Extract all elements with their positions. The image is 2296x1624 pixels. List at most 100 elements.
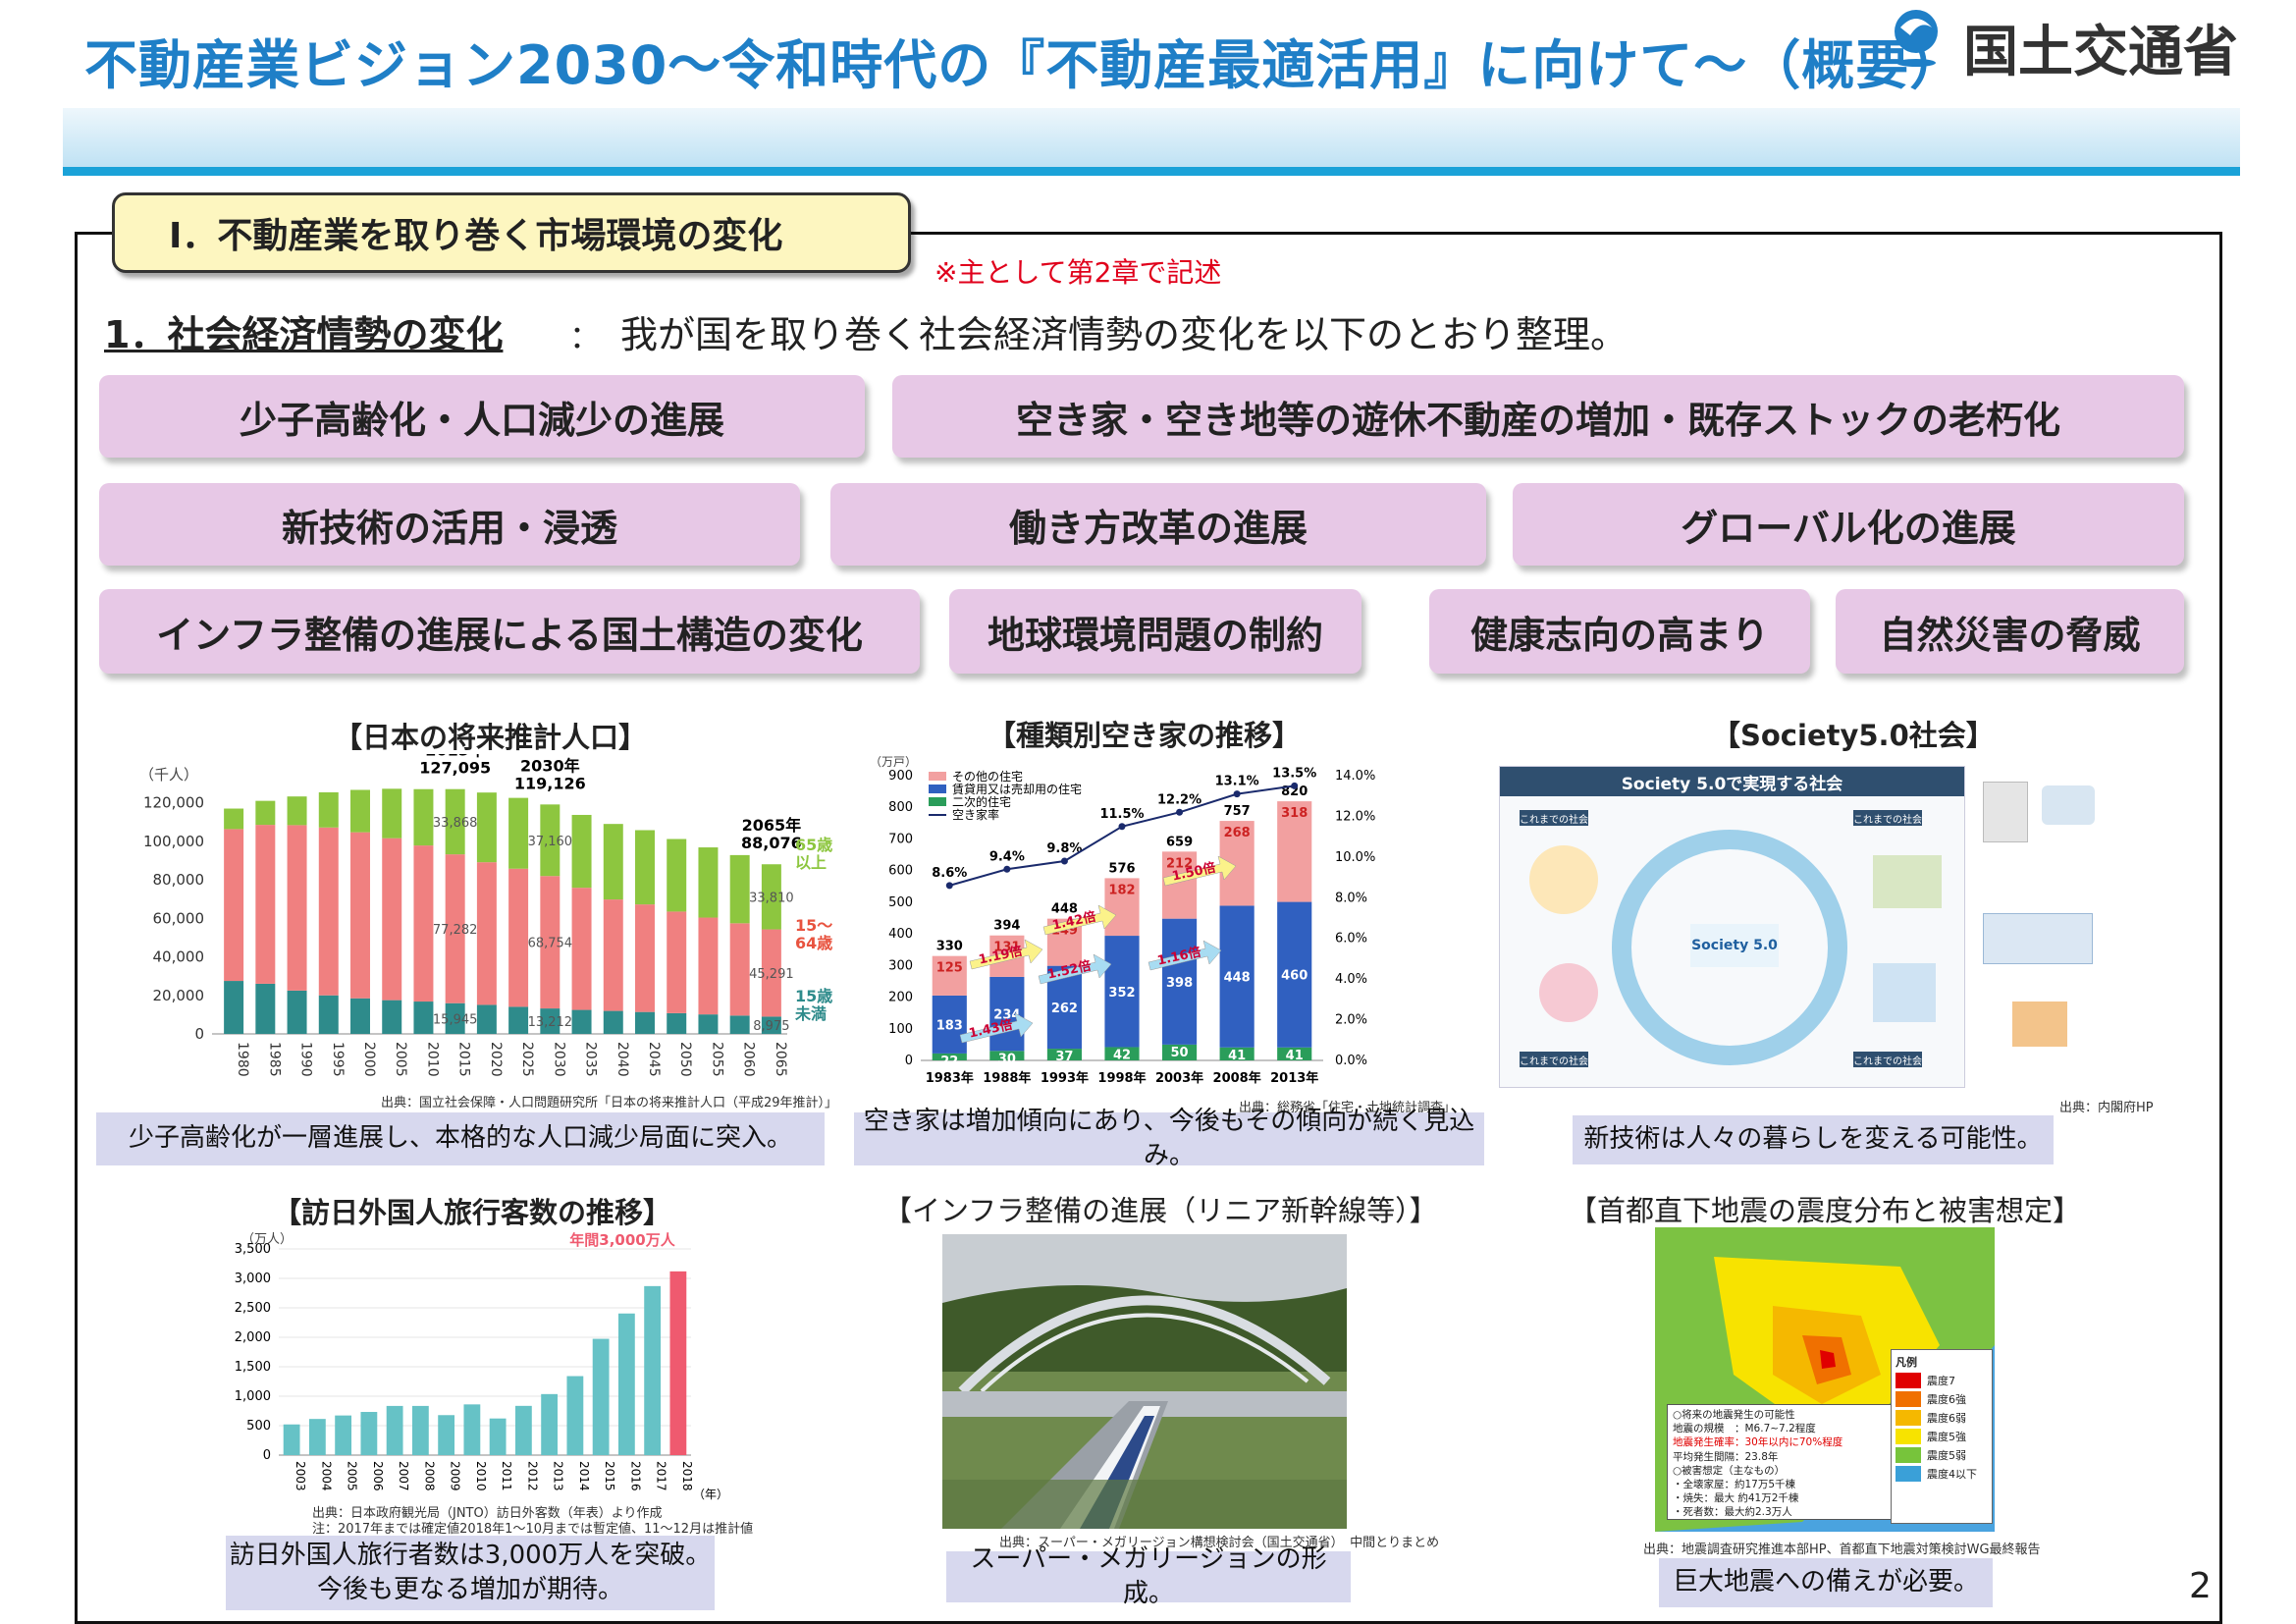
population-legend-item: 15歳 bbox=[795, 987, 832, 1005]
akiya-bar-segment bbox=[1219, 1047, 1255, 1060]
akiya-rate-label: 8.6% bbox=[932, 866, 967, 881]
sub-heading: 1．社会経済情勢の変化 bbox=[104, 313, 504, 356]
population-inner-label: 33,810 bbox=[749, 891, 794, 905]
akiya-ytick: 500 bbox=[888, 895, 913, 910]
quake-source: 出典：地震調査研究推進本部HP、首都直下地震対策検討WG最終報告 bbox=[1643, 1543, 2041, 1557]
akiya-bar-label: 262 bbox=[1051, 1001, 1078, 1016]
quake-legend-item: 震度4以下 bbox=[1896, 1466, 1988, 1482]
population-bar-segment bbox=[413, 1001, 434, 1034]
population-xtick: 2040 bbox=[614, 1042, 630, 1077]
population-bar-segment bbox=[255, 800, 276, 826]
population-annotation-value: 119,126 bbox=[514, 774, 586, 792]
akiya-bar-segment bbox=[932, 955, 967, 996]
maglev-photo bbox=[942, 1234, 1347, 1529]
quake-legend-item: 震度7 bbox=[1896, 1373, 1988, 1388]
akiya-ytick: 900 bbox=[888, 769, 913, 784]
quake-legend-swatch bbox=[1896, 1373, 1921, 1388]
society-center-label: Society 5.0 bbox=[1690, 924, 1779, 967]
akiya-bar-segment bbox=[1277, 901, 1312, 1048]
akiya-legend-label: 賃貸用又は売却用の住宅 bbox=[952, 782, 1082, 796]
akiya-growth-arrow bbox=[959, 1012, 1034, 1044]
header-band bbox=[63, 108, 2240, 167]
population-bar-segment bbox=[413, 845, 434, 1002]
akiya-bar-label: 125 bbox=[936, 961, 963, 976]
population-source: 出典：国立社会保障・人口問題研究所「日本の将来推計人口（平成29年推計）」 bbox=[381, 1096, 838, 1110]
akiya-xtick: 1993年 bbox=[1041, 1070, 1089, 1086]
population-xtick: 2005 bbox=[393, 1042, 408, 1077]
akiya-bar-segment bbox=[1104, 1047, 1140, 1060]
topic-environment: 地球環境問題の制約 bbox=[949, 589, 1362, 674]
infra-caption: スーパー・メガリージョンの形成。 bbox=[946, 1544, 1351, 1608]
population-xtick: 2000 bbox=[361, 1042, 377, 1077]
akiya-bar-label: 318 bbox=[1281, 806, 1308, 821]
akiya-chart-title: 【種類別空き家の推移】 bbox=[988, 719, 1302, 752]
population-bar-segment bbox=[476, 862, 497, 1005]
topic-global: グローバル化の進展 bbox=[1513, 483, 2184, 566]
population-bar-segment bbox=[224, 829, 244, 982]
tourism-ytick: 3,500 bbox=[235, 1242, 271, 1257]
quake-info-line: ・焼失：最大 約41万2千棟 bbox=[1673, 1492, 1799, 1505]
population-xtick: 2060 bbox=[741, 1042, 757, 1077]
akiya-bar-label: 268 bbox=[1224, 826, 1251, 840]
population-bar-segment bbox=[761, 929, 781, 1017]
quake-legend-item: 震度5弱 bbox=[1896, 1447, 1988, 1463]
akiya-total-label: 576 bbox=[1108, 861, 1135, 876]
sub-separator: ： bbox=[569, 318, 602, 355]
population-bar-segment bbox=[667, 839, 687, 912]
tourism-bar bbox=[438, 1415, 455, 1455]
population-bar-segment bbox=[635, 904, 655, 1012]
population-inner-label: 8,975 bbox=[753, 1019, 789, 1034]
akiya-y2tick: 10.0% bbox=[1335, 850, 1375, 865]
akiya-ytick: 0 bbox=[905, 1054, 913, 1068]
tourism-ytick: 3,000 bbox=[235, 1272, 271, 1286]
population-xtick: 2020 bbox=[488, 1042, 504, 1077]
tourism-chart-title: 【訪日外国人旅行客数の推移】 bbox=[273, 1196, 672, 1229]
tourism-xtick: 2016 bbox=[628, 1461, 642, 1491]
population-bar-segment bbox=[350, 998, 370, 1034]
akiya-rate-label: 13.1% bbox=[1215, 775, 1259, 789]
society-diagram: Society 5.0で実現する社会 Society 5.0 これまでの社会 こ… bbox=[1499, 766, 1965, 1088]
population-bar-segment bbox=[729, 923, 750, 1016]
population-xtick: 1990 bbox=[298, 1042, 314, 1077]
population-bar-segment bbox=[255, 825, 276, 984]
society-person-illustration bbox=[1529, 845, 1598, 914]
tourism-xtick: 2017 bbox=[655, 1461, 668, 1491]
population-bar-segment bbox=[224, 808, 244, 830]
tourism-annotation: 年間3,000万人 bbox=[569, 1231, 675, 1249]
akiya-bar-segment bbox=[1277, 801, 1312, 902]
akiya-growth-arrow bbox=[1038, 953, 1112, 985]
population-bar-segment bbox=[350, 832, 370, 999]
population-annotation-label: 2030年 bbox=[520, 756, 580, 775]
topic-workstyle: 働き方改革の進展 bbox=[830, 483, 1486, 566]
tourism-bar bbox=[360, 1412, 378, 1455]
topic-aging: 少子高齢化・人口減少の進展 bbox=[99, 375, 865, 458]
akiya-bar-segment bbox=[1219, 905, 1255, 1048]
akiya-rate-label: 12.2% bbox=[1157, 792, 1201, 807]
akiya-legend-label: その他の住宅 bbox=[952, 769, 1023, 784]
population-legend-item: 15～ bbox=[795, 916, 832, 935]
topic-disaster: 自然災害の脅威 bbox=[1836, 589, 2184, 674]
population-xtick: 2055 bbox=[709, 1042, 724, 1077]
tourism-x-suffix: （年） bbox=[693, 1488, 728, 1501]
akiya-legend-swatch bbox=[929, 785, 946, 793]
population-bar-segment bbox=[667, 1012, 687, 1034]
akiya-bar-label: 30 bbox=[998, 1052, 1016, 1066]
tourism-xtick: 2009 bbox=[449, 1461, 462, 1491]
population-bar-segment bbox=[224, 981, 244, 1034]
tourism-bar bbox=[308, 1419, 326, 1455]
akiya-unit-label: （万戸） bbox=[870, 755, 917, 769]
infra-title: 【インフラ整備の進展（リニア新幹線等）】 bbox=[883, 1194, 1438, 1227]
content-frame bbox=[75, 232, 2222, 1624]
population-bar-segment bbox=[761, 864, 781, 930]
population-annotation-label: 2065年 bbox=[742, 816, 802, 835]
akiya-xtick: 2003年 bbox=[1155, 1070, 1203, 1086]
tourism-bar bbox=[411, 1405, 429, 1455]
population-xtick: 1980 bbox=[235, 1042, 250, 1077]
akiya-bar-label: 22 bbox=[940, 1055, 958, 1069]
population-bar-segment bbox=[571, 1009, 592, 1034]
society-diagram-title: Society 5.0で実現する社会 bbox=[1500, 767, 1964, 796]
quake-info-line: 地震発生確率：30年以内に70%程度 bbox=[1673, 1436, 1843, 1449]
akiya-bar-segment bbox=[989, 1051, 1025, 1060]
akiya-legend-swatch bbox=[929, 772, 946, 781]
population-xtick: 2015 bbox=[456, 1042, 472, 1077]
